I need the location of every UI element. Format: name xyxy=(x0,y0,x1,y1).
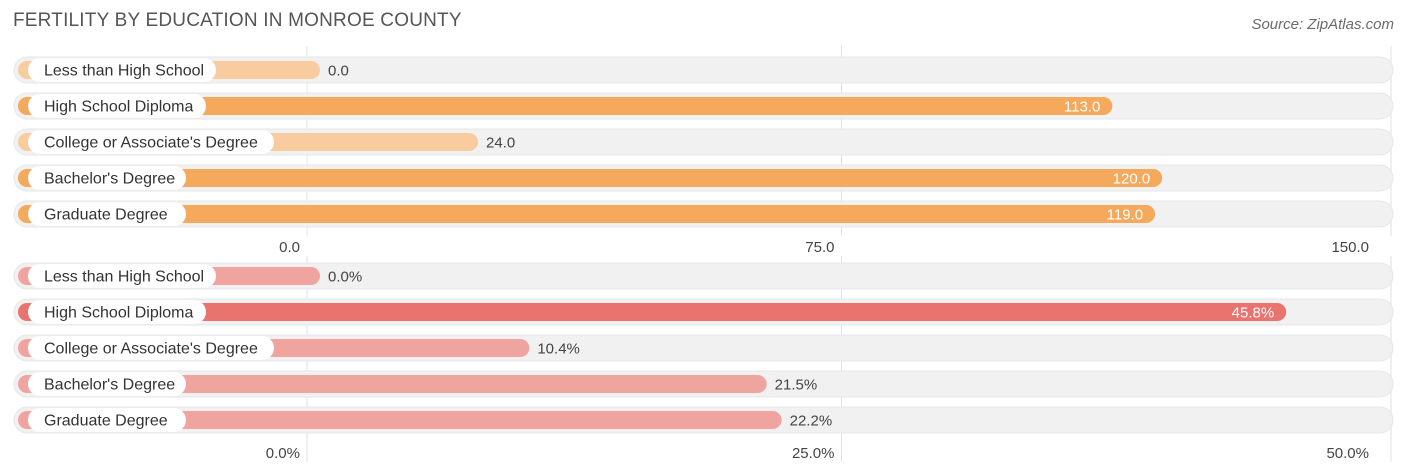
category-label-bg xyxy=(28,372,186,396)
bar xyxy=(18,97,1113,115)
category-label-bg xyxy=(28,336,274,360)
bar xyxy=(18,411,782,429)
value-label: 10.4% xyxy=(537,341,580,358)
bar xyxy=(18,303,1287,321)
tick-label: 0.0% xyxy=(266,445,300,462)
chart-panel-1: Less than High School 0.0 High School Dipl… xyxy=(13,46,1394,256)
source-credit: Source: ZipAtlas.com xyxy=(1251,16,1394,33)
value-label: 119.0 xyxy=(1107,207,1143,224)
category-label: Less than High School xyxy=(44,63,204,80)
category-label: High School Diploma xyxy=(44,305,194,322)
category-label-bg xyxy=(28,130,274,154)
category-label: Bachelor's Degree xyxy=(44,171,175,188)
bar-track xyxy=(13,56,1394,84)
value-label: 0.0 xyxy=(328,63,349,80)
bar xyxy=(18,375,767,393)
category-label: College or Associate's Degree xyxy=(44,341,258,358)
value-label: 120.0 xyxy=(1113,171,1151,188)
category-label-bg xyxy=(28,300,206,324)
bar xyxy=(18,205,1156,223)
category-label-bg xyxy=(28,58,216,82)
chart-title: FERTILITY BY EDUCATION IN MONROE COUNTY xyxy=(13,10,462,31)
category-label: Graduate Degree xyxy=(44,207,168,224)
chart-panel-2: Less than High School 0.0% High School Dip… xyxy=(13,256,1394,462)
category-label-bg xyxy=(28,264,216,288)
value-label: 22.2% xyxy=(790,413,833,430)
value-label: 45.8% xyxy=(1232,305,1275,322)
tick-label: 150.0 xyxy=(1331,239,1369,256)
category-label: Less than High School xyxy=(44,269,204,286)
category-label: Graduate Degree xyxy=(44,413,168,430)
tick-label: 50.0% xyxy=(1326,445,1369,462)
category-label: Bachelor's Degree xyxy=(44,377,175,394)
bar-track xyxy=(13,262,1394,290)
category-label-bg xyxy=(28,408,186,432)
category-label: High School Diploma xyxy=(44,99,194,116)
value-label: 21.5% xyxy=(775,377,818,394)
value-label: 0.0% xyxy=(328,269,362,286)
tick-label: 0.0 xyxy=(279,239,300,256)
category-label: College or Associate's Degree xyxy=(44,135,258,152)
bar xyxy=(18,169,1163,187)
tick-label: 75.0 xyxy=(805,239,834,256)
value-label: 24.0 xyxy=(486,135,515,152)
tick-label: 25.0% xyxy=(792,445,835,462)
value-label: 113.0 xyxy=(1064,99,1100,116)
category-label-bg xyxy=(28,202,186,226)
category-label-bg xyxy=(28,94,206,118)
category-label-bg xyxy=(28,166,186,190)
